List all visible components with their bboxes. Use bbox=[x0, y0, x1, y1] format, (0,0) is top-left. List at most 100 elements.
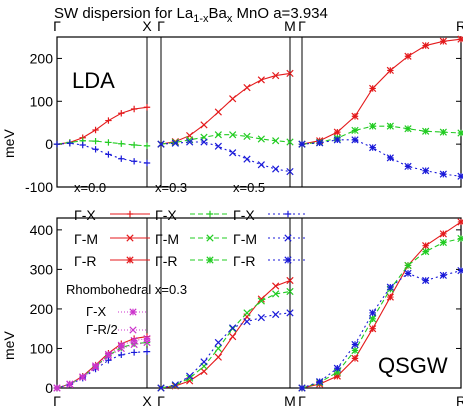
legend-x03-gr: Γ-R bbox=[155, 253, 177, 269]
data-point-x03 bbox=[404, 125, 412, 133]
data-point-x05 bbox=[272, 165, 280, 173]
data-point-x05 bbox=[243, 155, 251, 163]
data-point-x05 bbox=[272, 310, 280, 319]
data-point-x0 bbox=[257, 295, 265, 303]
data-point-x03 bbox=[422, 247, 430, 256]
legend-x0-title: x=0.0 bbox=[74, 180, 106, 195]
data-point-x05 bbox=[105, 357, 112, 364]
data-point-x05 bbox=[105, 151, 112, 158]
series-line-x05 bbox=[160, 141, 291, 173]
data-point-x05 bbox=[130, 349, 138, 356]
data-point-x03 bbox=[92, 137, 99, 145]
data-point-x05 bbox=[351, 340, 359, 349]
data-point-x05 bbox=[79, 141, 86, 149]
data-point-x05 bbox=[186, 138, 194, 146]
panel-frame-lda bbox=[56, 36, 462, 188]
data-point-x0 bbox=[257, 76, 265, 84]
data-point-x03 bbox=[333, 368, 341, 376]
data-point-x0 bbox=[333, 372, 341, 380]
data-point-x05 bbox=[286, 309, 294, 317]
y-tick-label: 200 bbox=[30, 301, 54, 317]
data-point-x0 bbox=[243, 83, 251, 92]
legend-marker-x03 bbox=[206, 210, 214, 218]
data-point-x03 bbox=[257, 135, 265, 143]
series-line-x0 bbox=[160, 279, 291, 389]
data-point-x05 bbox=[386, 283, 394, 291]
data-point-x05 bbox=[214, 338, 222, 347]
data-point-x05 bbox=[404, 162, 412, 171]
data-point-x0 bbox=[457, 35, 463, 43]
data-point-x05 bbox=[286, 167, 294, 176]
series-line-rh_r bbox=[56, 341, 148, 389]
legend-marker-rh_r bbox=[129, 326, 137, 334]
data-point-rh_r bbox=[104, 352, 113, 360]
data-point-x03 bbox=[351, 346, 359, 355]
series-line-x05 bbox=[160, 312, 291, 389]
k-point-label: R bbox=[456, 18, 463, 34]
legend-x05-gr: Γ-R bbox=[233, 253, 255, 269]
series-line-x0 bbox=[160, 72, 291, 145]
data-point-x05 bbox=[333, 364, 341, 372]
data-point-x0 bbox=[200, 367, 208, 376]
legend-marker-x05 bbox=[284, 234, 292, 242]
data-point-x03 bbox=[105, 139, 112, 146]
legend-x0-gr: Γ-R bbox=[74, 253, 96, 269]
y-tick-label: -100 bbox=[25, 179, 53, 195]
data-point-x0 bbox=[369, 325, 377, 333]
data-point-x05 bbox=[157, 140, 165, 148]
legend-rh-gx: Γ-X bbox=[86, 304, 106, 319]
data-point-x03 bbox=[229, 131, 237, 139]
data-point-rh_r bbox=[79, 373, 87, 381]
data-point-x03 bbox=[351, 126, 359, 135]
data-point-x03 bbox=[143, 142, 151, 150]
data-point-x05 bbox=[439, 170, 447, 178]
legend-x05-title: x=0.5 bbox=[233, 180, 265, 195]
data-point-x0 bbox=[333, 128, 341, 136]
data-point-x05 bbox=[200, 358, 208, 366]
data-point-x05 bbox=[298, 140, 306, 148]
data-point-x0 bbox=[286, 276, 294, 285]
data-point-x05 bbox=[229, 149, 237, 157]
legend-x0-gm: Γ-M bbox=[74, 231, 98, 247]
data-point-x05 bbox=[333, 136, 341, 144]
chart-title: SW dispersion for La1-xBax MnO a=3.934 bbox=[54, 5, 328, 25]
data-point-x05 bbox=[351, 136, 359, 144]
data-point-x0 bbox=[130, 105, 138, 113]
data-point-x05 bbox=[369, 309, 377, 317]
series-line-x03 bbox=[301, 238, 462, 389]
legend-marker-rh_x bbox=[129, 308, 137, 316]
data-point-x05 bbox=[243, 317, 251, 326]
data-point-x05 bbox=[200, 138, 208, 146]
legend-x0-gx: Γ-X bbox=[74, 207, 96, 223]
data-point-rh_r bbox=[117, 344, 125, 353]
data-point-x0 bbox=[351, 112, 359, 120]
data-point-x03 bbox=[171, 138, 179, 147]
data-point-x05 bbox=[422, 167, 430, 175]
series-line-x0 bbox=[301, 38, 462, 145]
data-point-x03 bbox=[243, 309, 251, 317]
data-point-x03 bbox=[369, 315, 377, 323]
data-point-x0 bbox=[457, 218, 463, 226]
k-point-label: Γ bbox=[298, 18, 306, 34]
y-axis-label-top: meV bbox=[1, 129, 17, 158]
k-point-label: X bbox=[142, 393, 152, 409]
data-point-x0 bbox=[229, 332, 237, 341]
series-line-x03 bbox=[160, 134, 291, 145]
data-point-x05 bbox=[404, 269, 412, 277]
data-point-x0 bbox=[214, 108, 222, 116]
data-point-x0 bbox=[369, 84, 377, 93]
k-point-label: Γ bbox=[157, 393, 165, 409]
data-point-x05 bbox=[316, 139, 324, 147]
data-point-x03 bbox=[439, 238, 447, 247]
legend-rh-title: Rhombohedral x=0.3 bbox=[66, 282, 187, 297]
data-point-x0 bbox=[286, 69, 294, 78]
data-point-rh_r bbox=[143, 338, 151, 347]
data-point-x05 bbox=[457, 266, 463, 275]
series-line-x05 bbox=[56, 142, 148, 164]
data-point-x05 bbox=[257, 161, 265, 169]
data-point-x05 bbox=[118, 155, 125, 162]
y-tick-label: 200 bbox=[30, 50, 54, 66]
data-point-x05 bbox=[66, 140, 74, 147]
